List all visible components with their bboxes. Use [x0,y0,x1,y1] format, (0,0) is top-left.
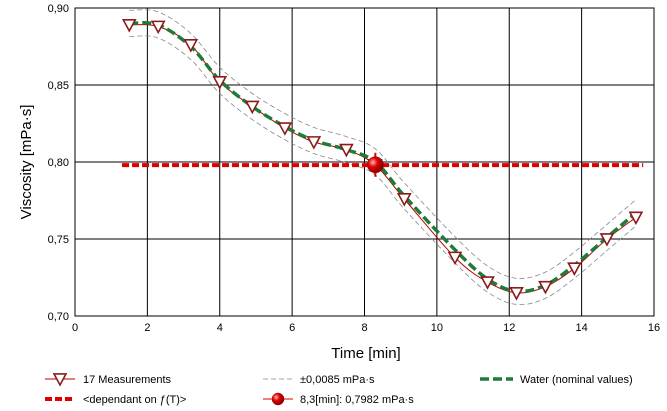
x-tick-label: 14 [576,322,588,334]
measurement-marker [277,122,293,136]
highlight-point [367,156,384,174]
measurement-marker [212,76,228,90]
measurement-marker [244,100,260,115]
legend-label: 8,3[min]: 0,7982 mPa·s [300,394,414,406]
x-tick-label: 8 [361,322,367,334]
measurement-marker [599,233,615,247]
y-tick-label: 0,75 [48,234,69,246]
x-tick-label: 4 [217,322,223,334]
x-tick-label: 6 [289,322,295,334]
measurement-marker [538,280,553,295]
legend-label: 17 Measurements [83,374,172,386]
y-axis-ticks: 0,70 0,75 0,80 0,85 0,90 [48,3,69,323]
measurement-marker [567,262,582,276]
measurement-marker [121,19,137,33]
measurement-marker [480,276,495,290]
x-tick-label: 0 [72,322,78,334]
x-axis-label: Time [min] [331,345,400,362]
legend-label: ±0,0085 mPa·s [300,374,375,386]
y-tick-label: 0,90 [48,3,69,15]
y-tick-label: 0,85 [48,80,69,92]
measurement-markers [121,19,644,301]
measurement-marker [339,143,354,158]
measurement-marker [447,251,463,266]
x-tick-label: 12 [503,322,515,334]
x-tick-label: 10 [431,322,443,334]
measurement-marker [150,20,166,35]
measurement-marker [306,136,322,150]
plot-border [74,7,655,317]
x-tick-label: 16 [648,322,660,334]
legend-label: <dependant on ƒ(T)> [83,394,186,406]
measurement-marker [628,211,644,226]
y-axis-label: Viscosity [mPa·s] [18,105,35,220]
x-axis-ticks: 0 2 4 6 8 10 12 14 16 [72,322,660,334]
x-tick-label: 2 [144,322,150,334]
tolerance-band [129,9,637,306]
measurement-marker [183,39,199,53]
legend-label: Water (nominal values) [520,374,633,386]
measurement-marker [509,287,524,301]
measurement-marker [396,193,412,207]
legend-marker-swatch [52,373,68,387]
series-lines [122,21,644,294]
legend: 17 Measurements ±0,0085 mPa·s Water (nomin… [45,373,633,406]
legend-marker-swatch [271,392,285,406]
tolerance-upper-line [129,9,637,279]
y-tick-label: 0,70 [48,311,69,323]
y-tick-label: 0,80 [48,157,69,169]
